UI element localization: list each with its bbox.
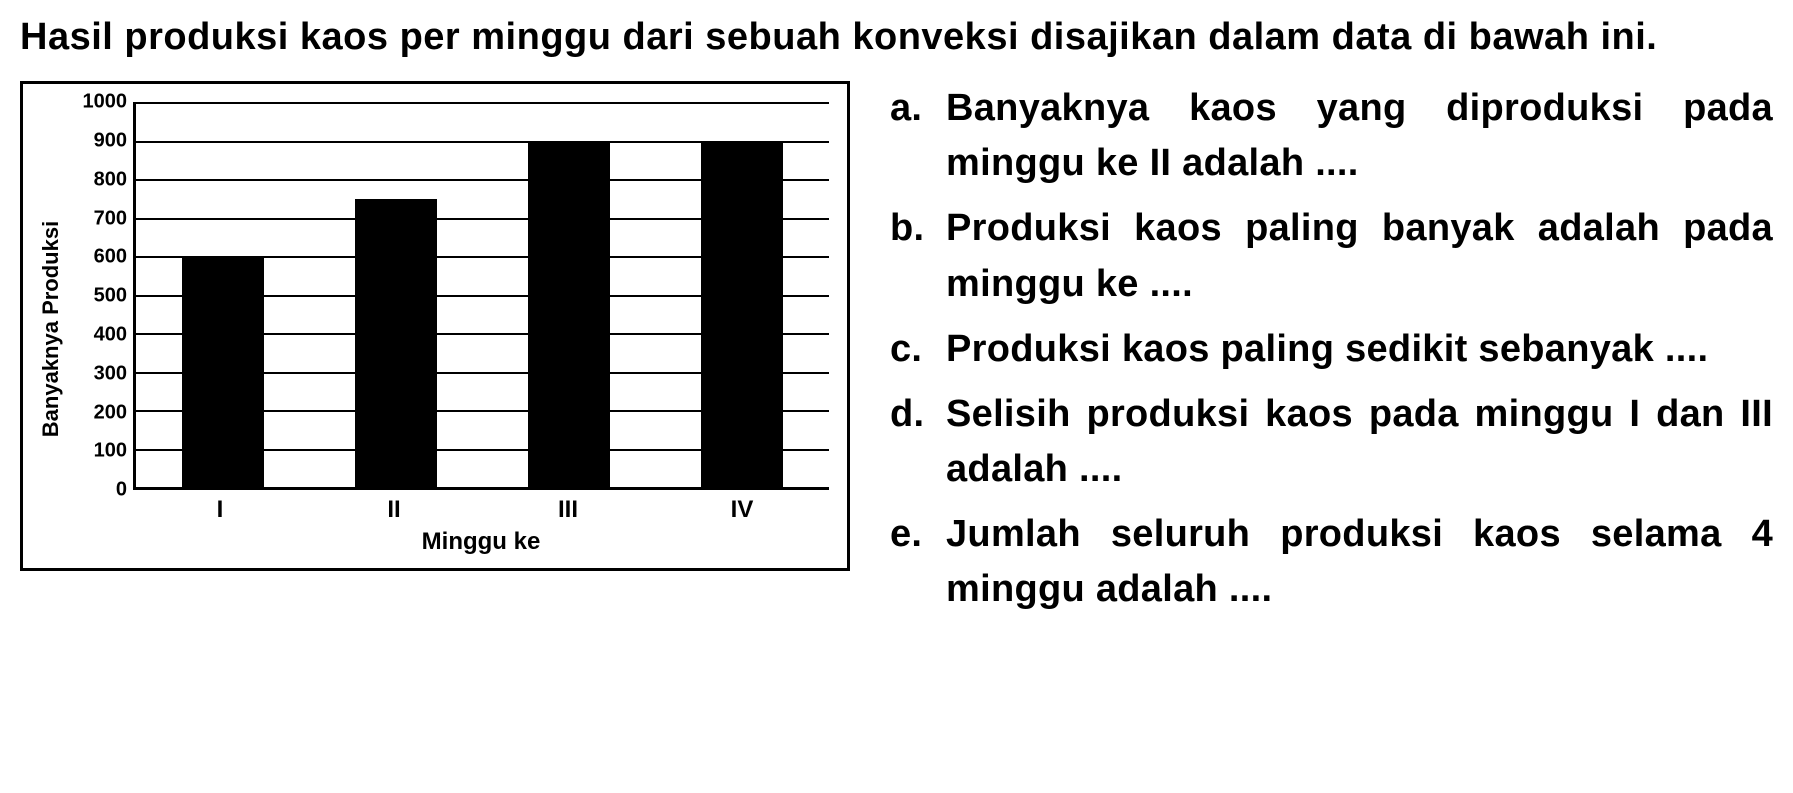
question-item: a.Banyaknya kaos yang diproduksi pada mi… xyxy=(890,81,1773,191)
plot-area: 01002003004005006007008009001000 xyxy=(71,102,829,490)
y-tick-column: 01002003004005006007008009001000 xyxy=(71,102,133,490)
gridline xyxy=(136,218,829,220)
question-text: Produksi kaos paling sedikit sebanyak ..… xyxy=(946,322,1773,377)
x-tick-label: I xyxy=(179,496,261,524)
gridline xyxy=(136,179,829,181)
question-item: b.Produksi kaos paling banyak adalah pad… xyxy=(890,201,1773,311)
question-letter: c. xyxy=(890,322,946,377)
gridline xyxy=(136,295,829,297)
bar xyxy=(528,141,610,488)
question-text: Produksi kaos paling banyak adalah pada … xyxy=(946,201,1773,311)
x-tick-label: IV xyxy=(701,496,783,524)
bar xyxy=(701,141,783,488)
gridline xyxy=(136,333,829,335)
grid-and-bars xyxy=(133,102,829,490)
question-item: c.Produksi kaos paling sedikit sebanyak … xyxy=(890,322,1773,377)
y-tick-label: 900 xyxy=(94,130,127,153)
y-tick-label: 100 xyxy=(94,440,127,463)
y-tick-label: 800 xyxy=(94,168,127,191)
question-text: Jumlah seluruh produksi kaos selama 4 mi… xyxy=(946,507,1773,617)
gridline xyxy=(136,372,829,374)
y-tick-label: 700 xyxy=(94,207,127,230)
chart-frame: Banyaknya Produksi 0 100 200 300 400 500 600 70… xyxy=(20,81,850,571)
y-tick-label: 200 xyxy=(94,401,127,424)
gridline xyxy=(136,449,829,451)
question-letter: d. xyxy=(890,387,946,497)
y-axis-label-wrap: Banyaknya Produksi xyxy=(31,102,71,556)
gridline xyxy=(136,410,829,412)
x-tick-label: II xyxy=(353,496,435,524)
y-tick-label: 500 xyxy=(94,285,127,308)
y-tick-label: 1000 xyxy=(83,91,128,114)
question-list: a.Banyaknya kaos yang diproduksi pada mi… xyxy=(890,81,1773,627)
y-tick-label: 600 xyxy=(94,246,127,269)
question-item: d.Selisih produksi kaos pada minggu I da… xyxy=(890,387,1773,497)
bar xyxy=(355,199,437,488)
question-text: Banyaknya kaos yang diproduksi pada ming… xyxy=(946,81,1773,191)
x-axis-label: Minggu ke xyxy=(133,528,829,556)
y-tick-label: 400 xyxy=(94,324,127,347)
x-tick-label: III xyxy=(527,496,609,524)
gridline xyxy=(136,141,829,143)
question-text: Selisih produksi kaos pada minggu I dan … xyxy=(946,387,1773,497)
gridline xyxy=(136,102,829,104)
y-axis-label: Banyaknya Produksi xyxy=(38,221,64,437)
gridline xyxy=(136,256,829,258)
question-letter: e. xyxy=(890,507,946,617)
y-tick-label: 300 xyxy=(94,362,127,385)
content-row: Banyaknya Produksi 0 100 200 300 400 500 600 70… xyxy=(20,81,1773,627)
y-tick-label: 0 xyxy=(116,479,127,502)
question-item: e.Jumlah seluruh produksi kaos selama 4 … xyxy=(890,507,1773,617)
x-tick-row: IIIIIIIV xyxy=(133,490,829,524)
chart-body: 01002003004005006007008009001000 IIIIIII… xyxy=(71,102,829,556)
question-letter: b. xyxy=(890,201,946,311)
intro-text: Hasil produksi kaos per minggu dari sebu… xyxy=(20,12,1773,63)
question-letter: a. xyxy=(890,81,946,191)
